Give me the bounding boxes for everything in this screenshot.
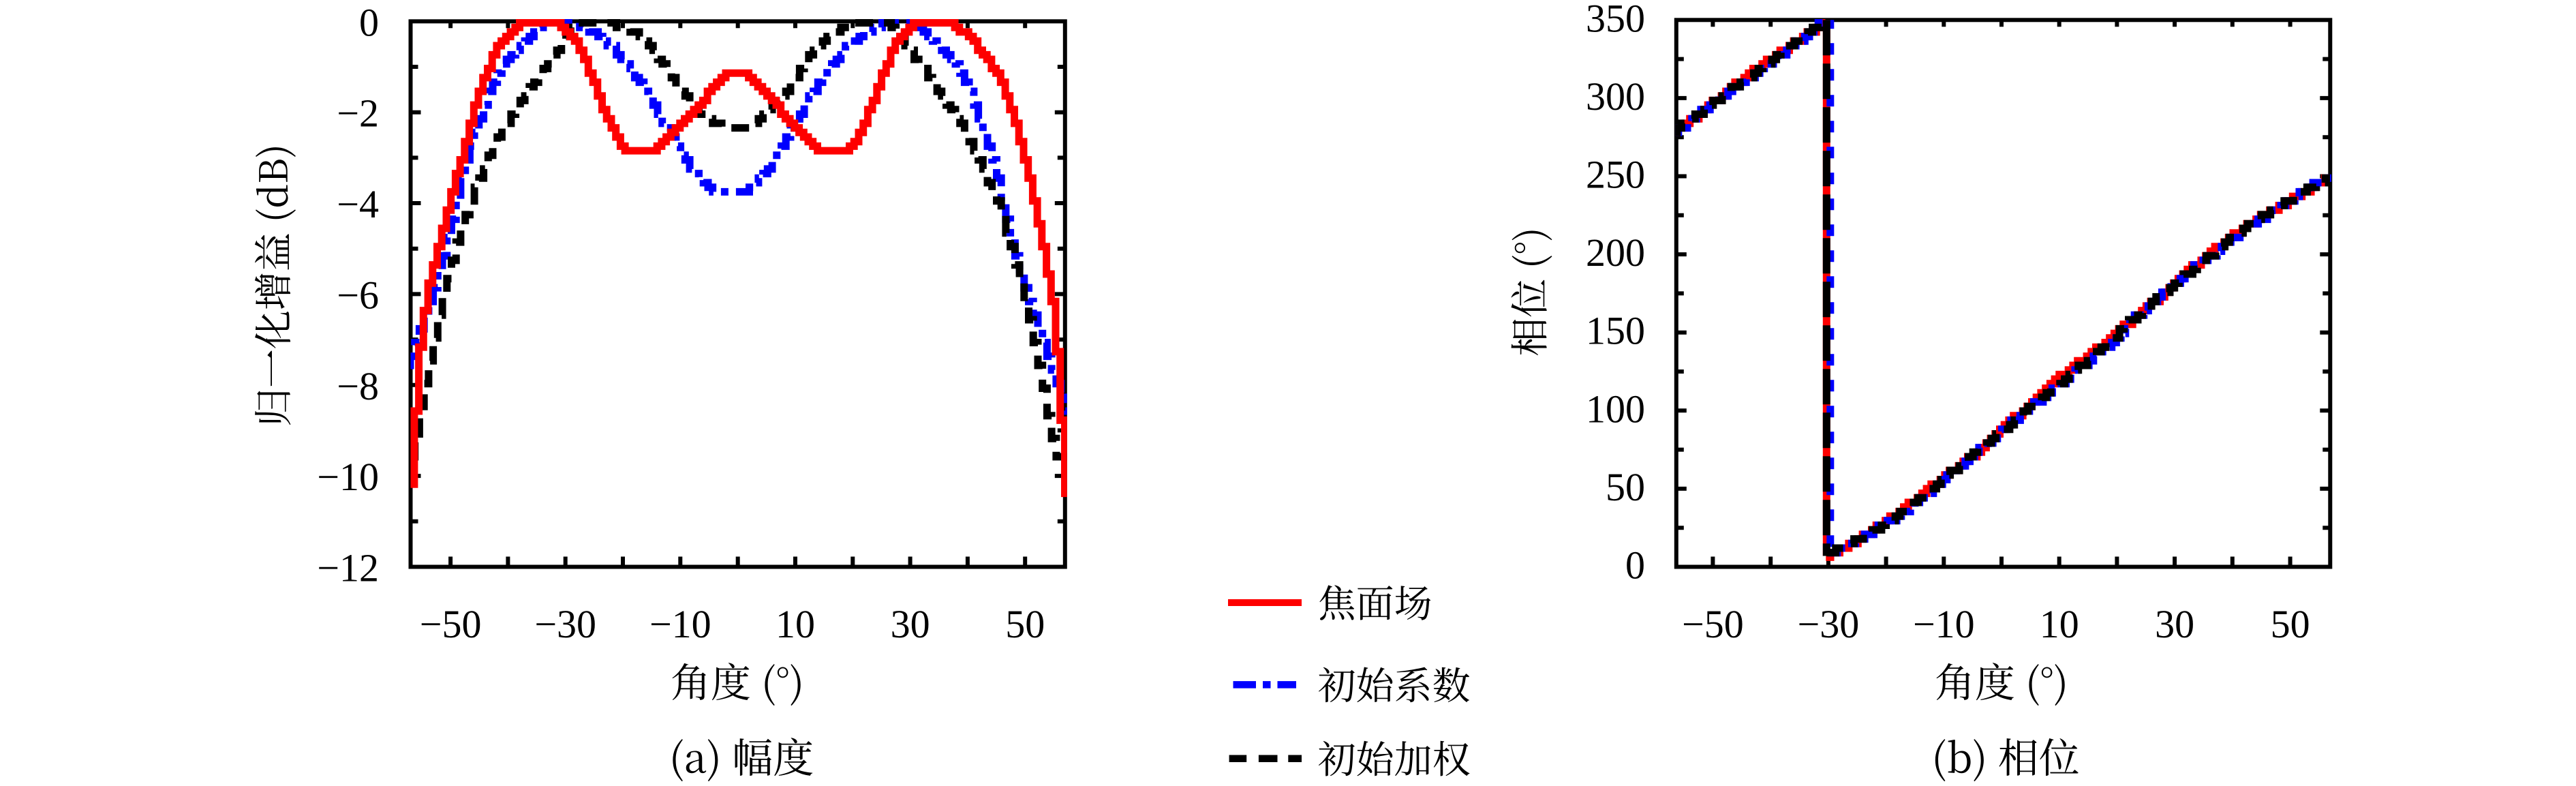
svg-text:−6: −6 xyxy=(337,273,379,317)
svg-text:−10: −10 xyxy=(317,455,379,499)
svg-text:100: 100 xyxy=(1586,387,1645,431)
svg-text:200: 200 xyxy=(1586,230,1645,275)
svg-text:−10: −10 xyxy=(1913,602,1975,646)
svg-text:350: 350 xyxy=(1586,0,1645,40)
svg-text:0: 0 xyxy=(1625,543,1645,588)
svg-text:300: 300 xyxy=(1586,74,1645,119)
svg-text:−50: −50 xyxy=(1682,602,1744,646)
svg-text:−10: −10 xyxy=(649,602,711,646)
svg-text:−2: −2 xyxy=(337,91,379,136)
svg-text:0: 0 xyxy=(359,0,379,44)
svg-text:−4: −4 xyxy=(337,182,379,226)
svg-text:10: 10 xyxy=(2040,602,2079,646)
svg-text:50: 50 xyxy=(1005,602,1045,646)
svg-text:50: 50 xyxy=(1606,465,1645,509)
svg-text:50: 50 xyxy=(2271,602,2310,646)
svg-text:−30: −30 xyxy=(1798,602,1860,646)
svg-text:30: 30 xyxy=(2155,602,2194,646)
svg-text:30: 30 xyxy=(891,602,930,646)
svg-text:150: 150 xyxy=(1586,309,1645,353)
svg-text:−8: −8 xyxy=(337,364,379,408)
svg-text:250: 250 xyxy=(1586,153,1645,197)
svg-text:10: 10 xyxy=(776,602,815,646)
svg-text:−12: −12 xyxy=(317,546,379,590)
svg-text:−30: −30 xyxy=(534,602,596,646)
svg-text:−50: −50 xyxy=(420,602,482,646)
